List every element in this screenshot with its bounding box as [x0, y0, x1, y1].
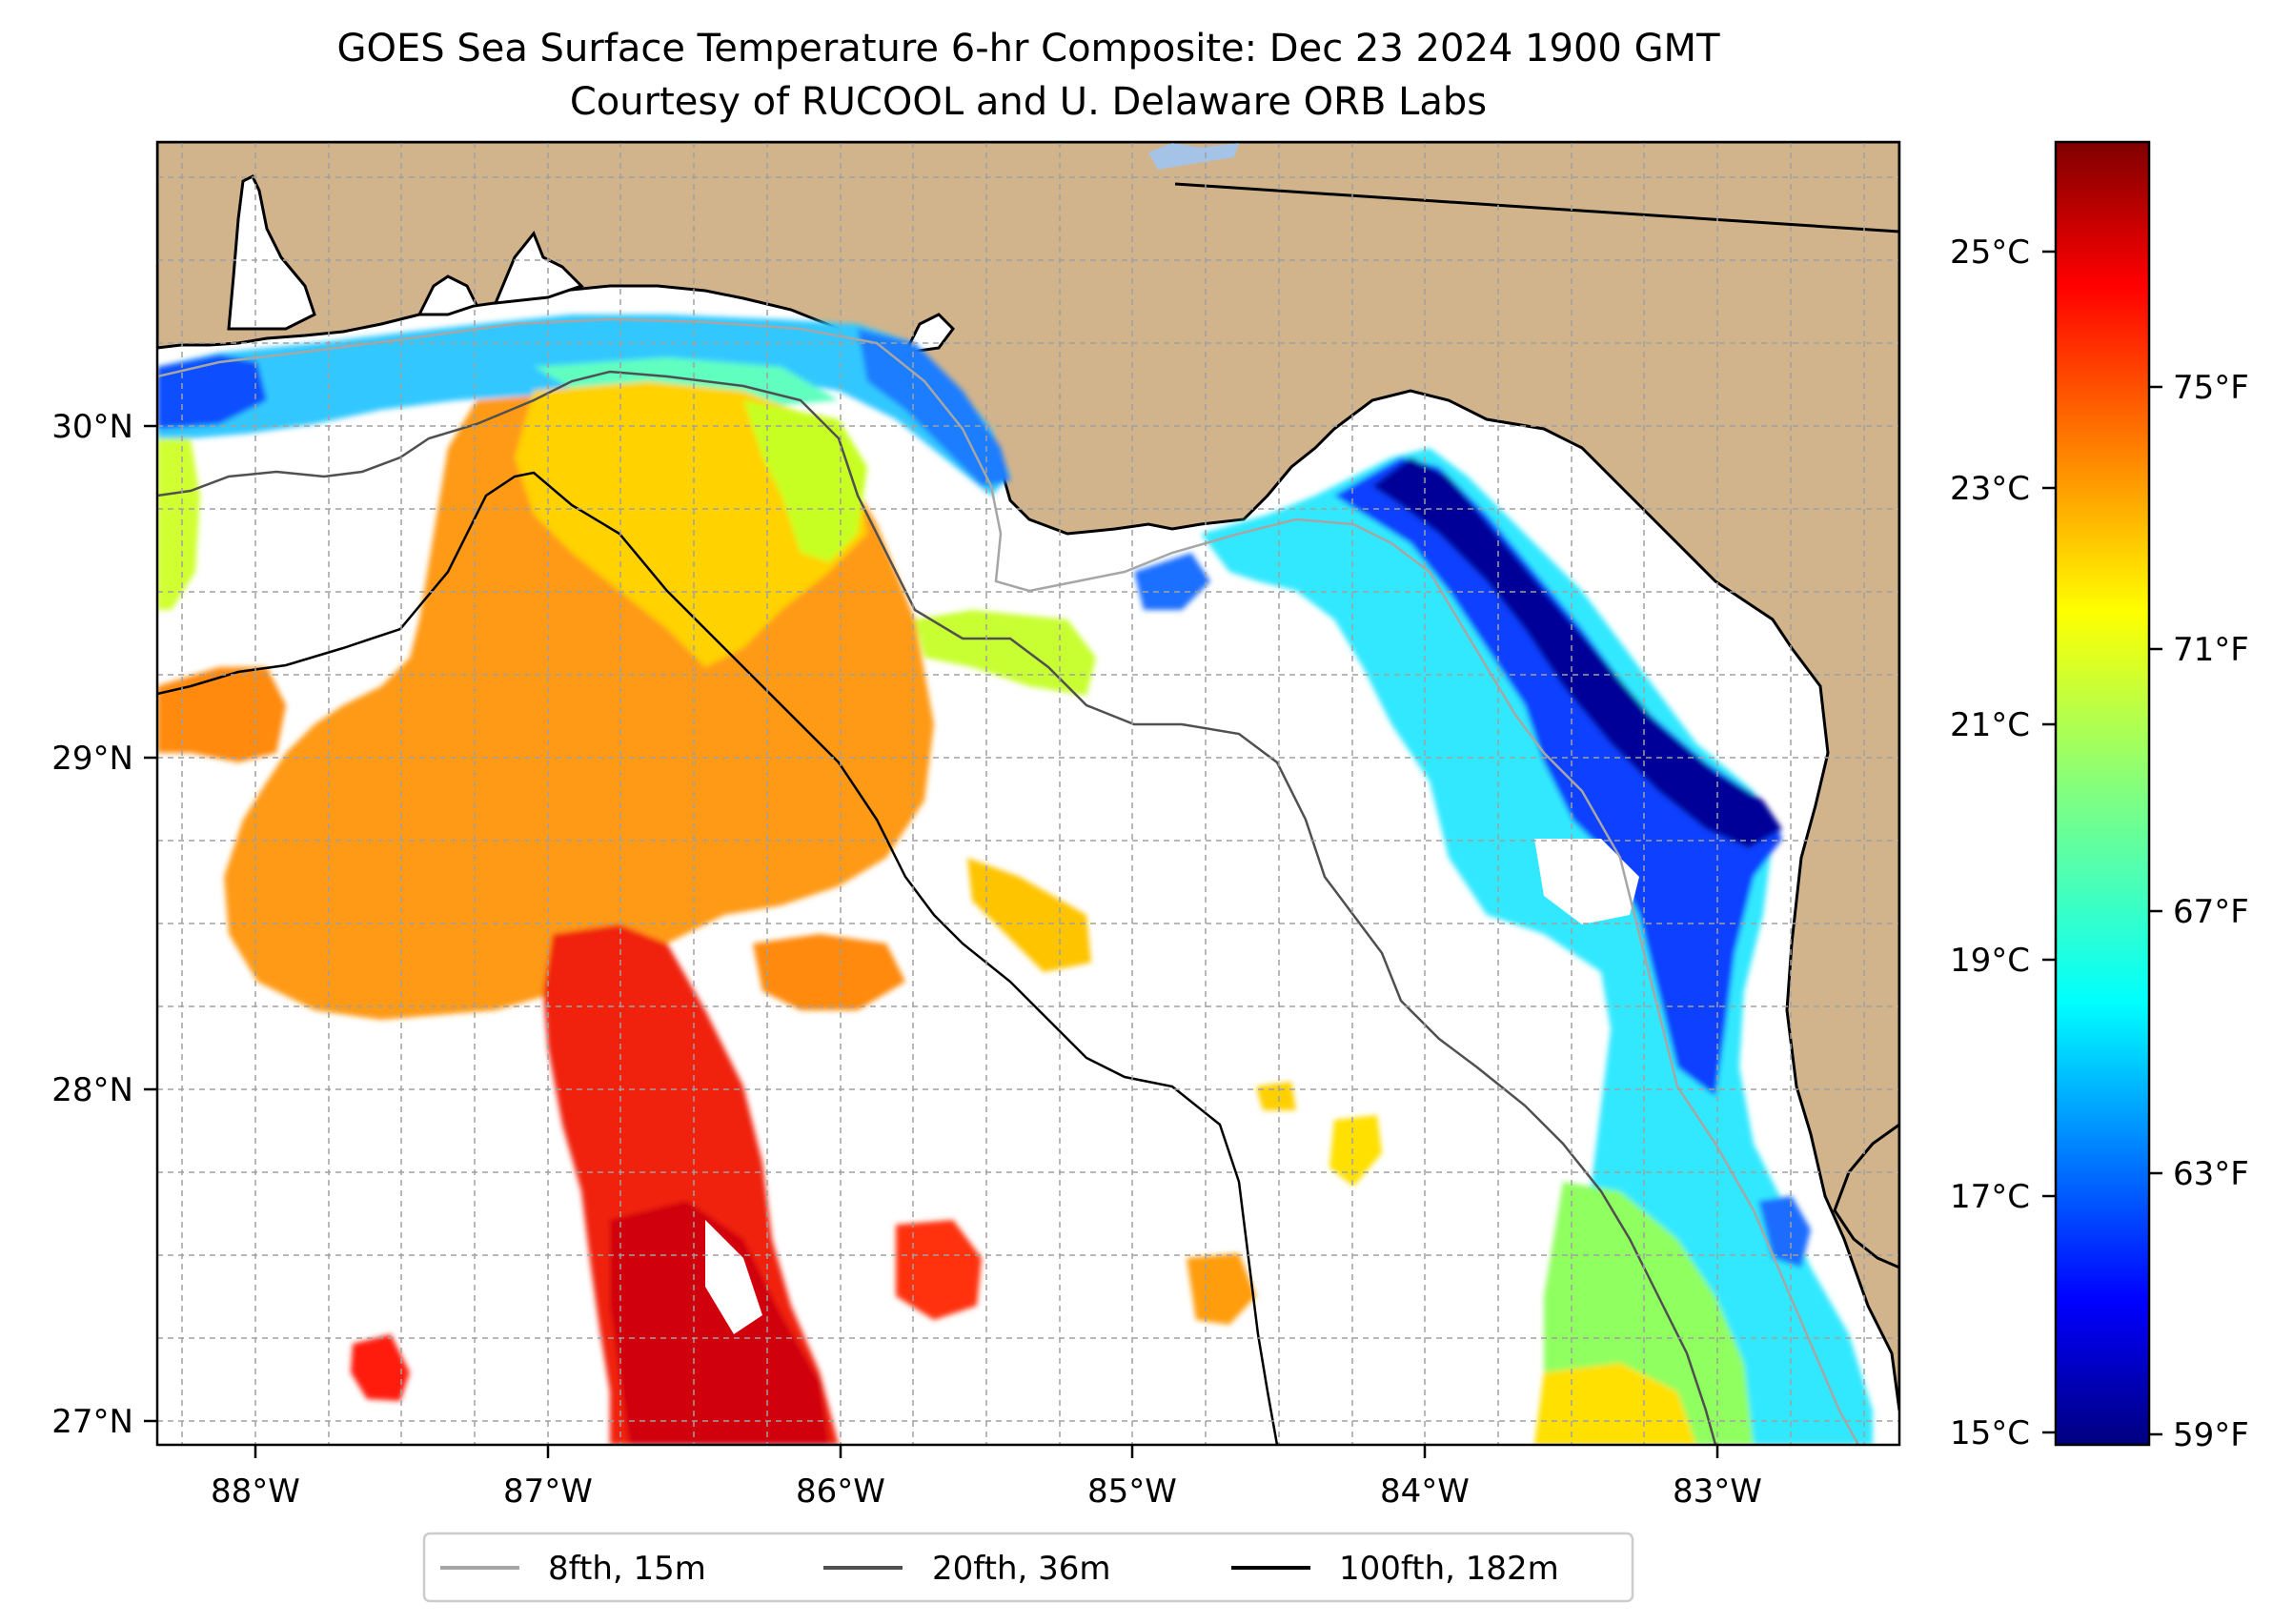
lat-label-28n: 28°N [51, 1071, 133, 1109]
lat-label-30n: 30°N [51, 408, 133, 446]
legend-frame [422, 1532, 1634, 1603]
map-area [157, 142, 1899, 1445]
mobile-bay [227, 173, 316, 331]
sst-red-spot-b [351, 1334, 410, 1401]
lat-label-29n: 29°N [51, 740, 133, 778]
lon-label-85w: 85°W [1087, 1472, 1177, 1511]
lon-label-86w: 86°W [796, 1472, 885, 1511]
sst-yellow-spot-b [1329, 1115, 1382, 1187]
colorbar-gradient [2054, 140, 2151, 1447]
sst-bigbend-blue [1134, 553, 1210, 610]
cbar-f-59: 59°F [2173, 1416, 2249, 1454]
lat-label-27n: 27°N [51, 1403, 133, 1441]
sst-green-yellow [743, 400, 867, 562]
cbar-c-17: 17°C [1950, 1178, 2030, 1216]
colorbar: 25°C 23°C 21°C 19°C 17°C 15°C 75°F 71°F … [1950, 140, 2249, 1454]
sst-florida-cyan [1201, 448, 1873, 1445]
isobath-100fth [157, 471, 1279, 1445]
state-border [1174, 182, 1899, 233]
lon-label-83w: 83°W [1673, 1472, 1762, 1511]
sst-orange-spot [1187, 1253, 1256, 1325]
title-line2: Courtesy of RUCOOL and U. Delaware ORB L… [570, 80, 1487, 124]
lon-label-84w: 84°W [1380, 1472, 1470, 1511]
cbar-c-21: 21°C [1950, 706, 2030, 744]
sst-coastal-strip [157, 315, 1010, 496]
legend-label-100fth: 100fth, 182m [1339, 1550, 1559, 1588]
land-florida-west [1833, 1123, 1899, 1269]
sst-florida-navy [1372, 457, 1782, 848]
isobath-8fth [157, 317, 1860, 1445]
legend-label-8fth: 8fth, 15m [548, 1550, 706, 1588]
lon-label-88w: 88°W [211, 1472, 300, 1511]
sst-orange-west [157, 667, 286, 762]
cbar-c-23: 23°C [1950, 470, 2030, 508]
legend: 8fth, 15m 20fth, 36m 100fth, 182m [422, 1532, 1634, 1603]
lon-label-87w: 87°W [503, 1472, 593, 1511]
cbar-f-63: 63°F [2173, 1155, 2249, 1193]
cbar-f-67: 67°F [2173, 893, 2249, 931]
colorbar-ticks [2042, 250, 2162, 1436]
pensacola-bay [416, 274, 479, 316]
sst-darkred-core [610, 1201, 829, 1445]
choctaw-bay [493, 231, 584, 305]
map-ticks [144, 424, 1719, 1458]
cbar-f-71: 71°F [2173, 631, 2249, 669]
isobath-20fth [157, 370, 1717, 1445]
cloud-gap [1534, 839, 1639, 924]
sst-red-spot-a [896, 1220, 982, 1320]
sst-florida-blue [1334, 457, 1782, 1096]
cloud-gap-2 [705, 1220, 762, 1334]
title-line1: GOES Sea Surface Temperature 6-hr Compos… [336, 27, 1720, 71]
map-frame [155, 140, 1901, 1447]
cbar-f-75: 75°F [2173, 369, 2249, 407]
legend-label-20fth: 20fth, 36m [932, 1550, 1111, 1588]
sst-yellow-west [157, 438, 200, 610]
cbar-c-15: 15°C [1950, 1414, 2030, 1452]
sst-florida-yellow [1534, 1363, 1696, 1445]
sst-coastal-blue [157, 355, 267, 429]
sst-yellow-spot-c [1256, 1082, 1296, 1110]
cbar-c-25: 25°C [1950, 233, 2030, 272]
lake [1148, 143, 1239, 170]
gridlines [157, 142, 1899, 1445]
cbar-c-19: 19°C [1950, 942, 2030, 980]
sst-orange-mid [753, 934, 905, 1010]
